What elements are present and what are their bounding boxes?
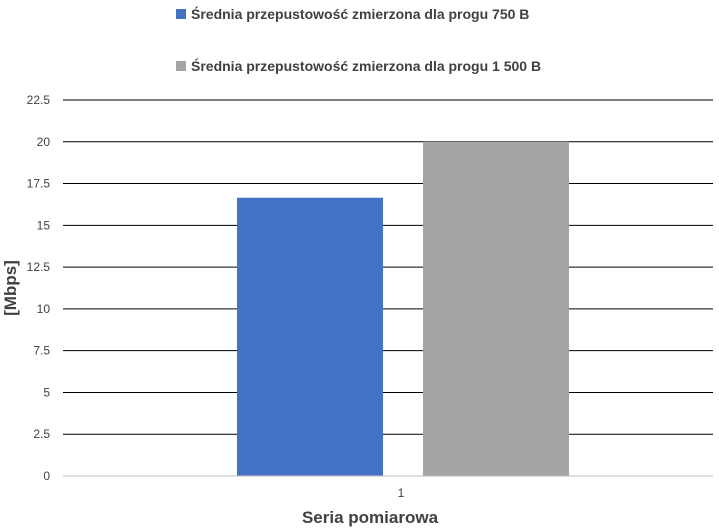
y-tick-label: 7.5	[33, 344, 50, 358]
y-tick-label: 22.5	[27, 93, 51, 107]
legend: Średnia przepustowość zmierzona dla prog…	[176, 5, 541, 74]
y-axis-tick-labels: 0 2.5 5 7.5 10 12.5 15 17.5 20 22.5	[27, 93, 51, 483]
legend-label-series-1: Średnia przepustowość zmierzona dla prog…	[191, 5, 529, 22]
x-axis-tick-labels: 1	[398, 486, 405, 500]
y-tick-label: 0	[43, 469, 50, 483]
y-tick-label: 2.5	[33, 427, 50, 441]
legend-swatch-series-2	[176, 61, 186, 71]
bar-series-1-category-1	[237, 197, 383, 476]
bar-series-2-category-1	[423, 141, 569, 476]
x-axis-title: Seria pomiarowa	[302, 508, 439, 527]
gridlines	[63, 99, 713, 435]
y-tick-label: 15	[37, 218, 51, 232]
legend-swatch-series-1	[176, 9, 186, 19]
y-tick-label: 20	[37, 135, 51, 149]
y-tick-label: 10	[37, 302, 51, 316]
y-tick-label: 17.5	[27, 177, 51, 191]
y-tick-label: 12.5	[27, 260, 51, 274]
y-axis-title: [Mbps]	[1, 260, 20, 316]
legend-label-series-2: Średnia przepustowość zmierzona dla prog…	[191, 57, 541, 74]
y-tick-label: 5	[43, 385, 50, 399]
x-tick-label: 1	[398, 486, 405, 500]
bars	[237, 141, 569, 476]
